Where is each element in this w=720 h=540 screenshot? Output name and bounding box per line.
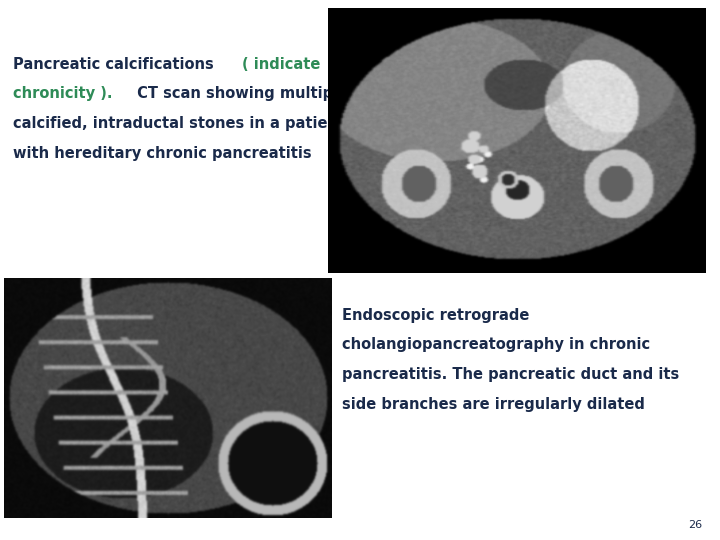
Text: CT scan showing multiple,: CT scan showing multiple,: [132, 86, 354, 102]
Text: cholangiopancreatography in chronic: cholangiopancreatography in chronic: [342, 338, 650, 353]
Text: 26: 26: [688, 520, 702, 530]
Text: Endoscopic retrograde: Endoscopic retrograde: [342, 308, 529, 323]
Text: calcified, intraductal stones in a patient: calcified, intraductal stones in a patie…: [13, 116, 345, 131]
Text: Pancreatic calcifications: Pancreatic calcifications: [13, 57, 219, 72]
Text: ( indicate: ( indicate: [242, 57, 320, 72]
Text: side branches are irregularly dilated: side branches are irregularly dilated: [342, 397, 645, 412]
Text: pancreatitis. The pancreatic duct and its: pancreatitis. The pancreatic duct and it…: [342, 367, 679, 382]
Text: chronicity ).: chronicity ).: [13, 86, 112, 102]
Text: with hereditary chronic pancreatitis: with hereditary chronic pancreatitis: [13, 146, 312, 161]
